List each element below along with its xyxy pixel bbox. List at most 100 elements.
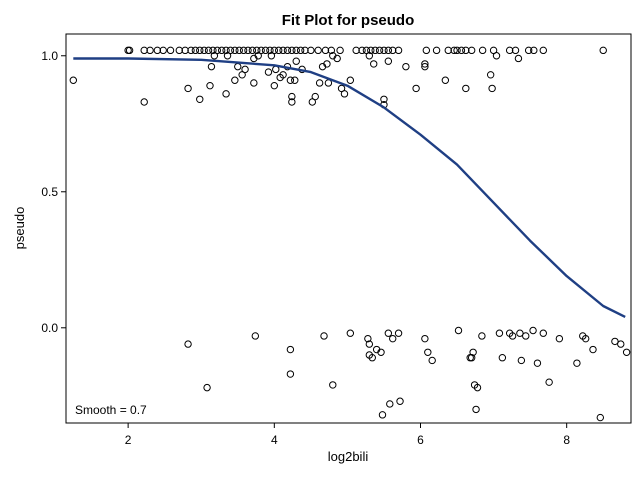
data-point bbox=[69, 76, 78, 84]
data-point bbox=[209, 46, 217, 55]
y-tick-label: 0.0 bbox=[41, 321, 58, 335]
data-point bbox=[368, 354, 376, 362]
data-point bbox=[286, 76, 295, 84]
data-point bbox=[140, 98, 148, 106]
data-point bbox=[454, 326, 463, 335]
data-point bbox=[473, 383, 482, 392]
data-point bbox=[274, 46, 283, 55]
data-point bbox=[307, 46, 315, 55]
data-point bbox=[529, 326, 537, 335]
data-point bbox=[327, 46, 336, 55]
data-point bbox=[377, 348, 385, 356]
data-point bbox=[223, 52, 232, 60]
data-point bbox=[380, 95, 388, 103]
data-point bbox=[462, 84, 470, 93]
data-point bbox=[467, 354, 476, 362]
data-point bbox=[291, 76, 299, 84]
data-point bbox=[296, 46, 305, 55]
data-point bbox=[311, 92, 319, 101]
data-point bbox=[279, 71, 287, 79]
data-point bbox=[231, 46, 239, 55]
data-point bbox=[196, 95, 204, 103]
data-point bbox=[286, 345, 295, 354]
data-point bbox=[422, 46, 431, 55]
data-point bbox=[267, 52, 276, 60]
data-point bbox=[514, 54, 523, 63]
data-point bbox=[370, 60, 378, 68]
data-point bbox=[235, 46, 243, 55]
data-point bbox=[166, 46, 175, 55]
data-point bbox=[261, 46, 270, 55]
smooth-annotation: Smooth = 0.7 bbox=[75, 403, 147, 417]
data-point bbox=[524, 46, 533, 55]
data-point bbox=[279, 46, 287, 55]
data-point bbox=[175, 46, 183, 55]
data-point bbox=[253, 46, 261, 55]
data-point bbox=[352, 46, 360, 55]
data-point bbox=[159, 46, 167, 55]
data-point bbox=[241, 65, 249, 74]
data-point bbox=[375, 46, 384, 55]
data-point bbox=[421, 62, 429, 71]
data-point bbox=[222, 90, 230, 98]
y-axis-label: pseudo bbox=[12, 207, 27, 250]
data-point bbox=[367, 46, 375, 55]
data-point bbox=[250, 79, 258, 87]
plot-frame bbox=[65, 33, 632, 424]
data-point bbox=[207, 62, 216, 71]
data-point bbox=[421, 334, 429, 343]
data-point bbox=[505, 46, 514, 55]
data-point bbox=[486, 71, 495, 79]
data-point bbox=[301, 46, 309, 55]
data-point bbox=[611, 337, 619, 346]
data-point bbox=[394, 329, 403, 337]
data-point bbox=[488, 84, 496, 93]
data-point bbox=[358, 46, 366, 55]
data-point bbox=[288, 98, 296, 106]
data-point bbox=[424, 348, 432, 356]
data-point bbox=[384, 46, 393, 55]
data-point bbox=[622, 348, 631, 356]
data-point bbox=[270, 81, 279, 90]
x-tick-label: 8 bbox=[563, 433, 570, 447]
data-point bbox=[511, 46, 520, 55]
data-point bbox=[539, 46, 547, 55]
data-point bbox=[432, 46, 441, 55]
data-point bbox=[292, 57, 300, 65]
data-point bbox=[444, 46, 452, 55]
data-point bbox=[184, 84, 192, 93]
data-point bbox=[346, 76, 355, 84]
data-point bbox=[462, 46, 470, 55]
data-point bbox=[231, 76, 239, 84]
data-point bbox=[364, 334, 372, 343]
scatter-points bbox=[69, 46, 631, 422]
data-point bbox=[450, 46, 458, 55]
data-point bbox=[200, 46, 208, 55]
data-point bbox=[181, 46, 189, 55]
data-point bbox=[599, 46, 607, 55]
axis-ticks: 2 4 6 8 0.0 0.5 1.0 bbox=[41, 49, 570, 447]
data-point bbox=[333, 54, 341, 63]
data-point bbox=[315, 79, 324, 87]
data-point bbox=[336, 46, 344, 55]
chart-title: Fit Plot for pseudo bbox=[282, 12, 415, 29]
data-point bbox=[573, 359, 581, 367]
data-point bbox=[251, 332, 260, 340]
data-point bbox=[457, 46, 466, 55]
data-point bbox=[386, 400, 394, 408]
data-point bbox=[478, 46, 487, 55]
data-point bbox=[371, 46, 379, 55]
data-point bbox=[329, 381, 337, 389]
data-point bbox=[222, 46, 230, 55]
data-point bbox=[365, 340, 374, 348]
data-point bbox=[140, 46, 148, 55]
data-point bbox=[244, 46, 252, 55]
data-point bbox=[581, 334, 590, 343]
data-point bbox=[196, 46, 204, 55]
data-point bbox=[365, 52, 374, 60]
data-point bbox=[288, 46, 296, 55]
data-point bbox=[248, 46, 257, 55]
data-point bbox=[492, 52, 501, 60]
x-axis-label: log2bili bbox=[328, 449, 369, 464]
data-point bbox=[320, 332, 328, 340]
